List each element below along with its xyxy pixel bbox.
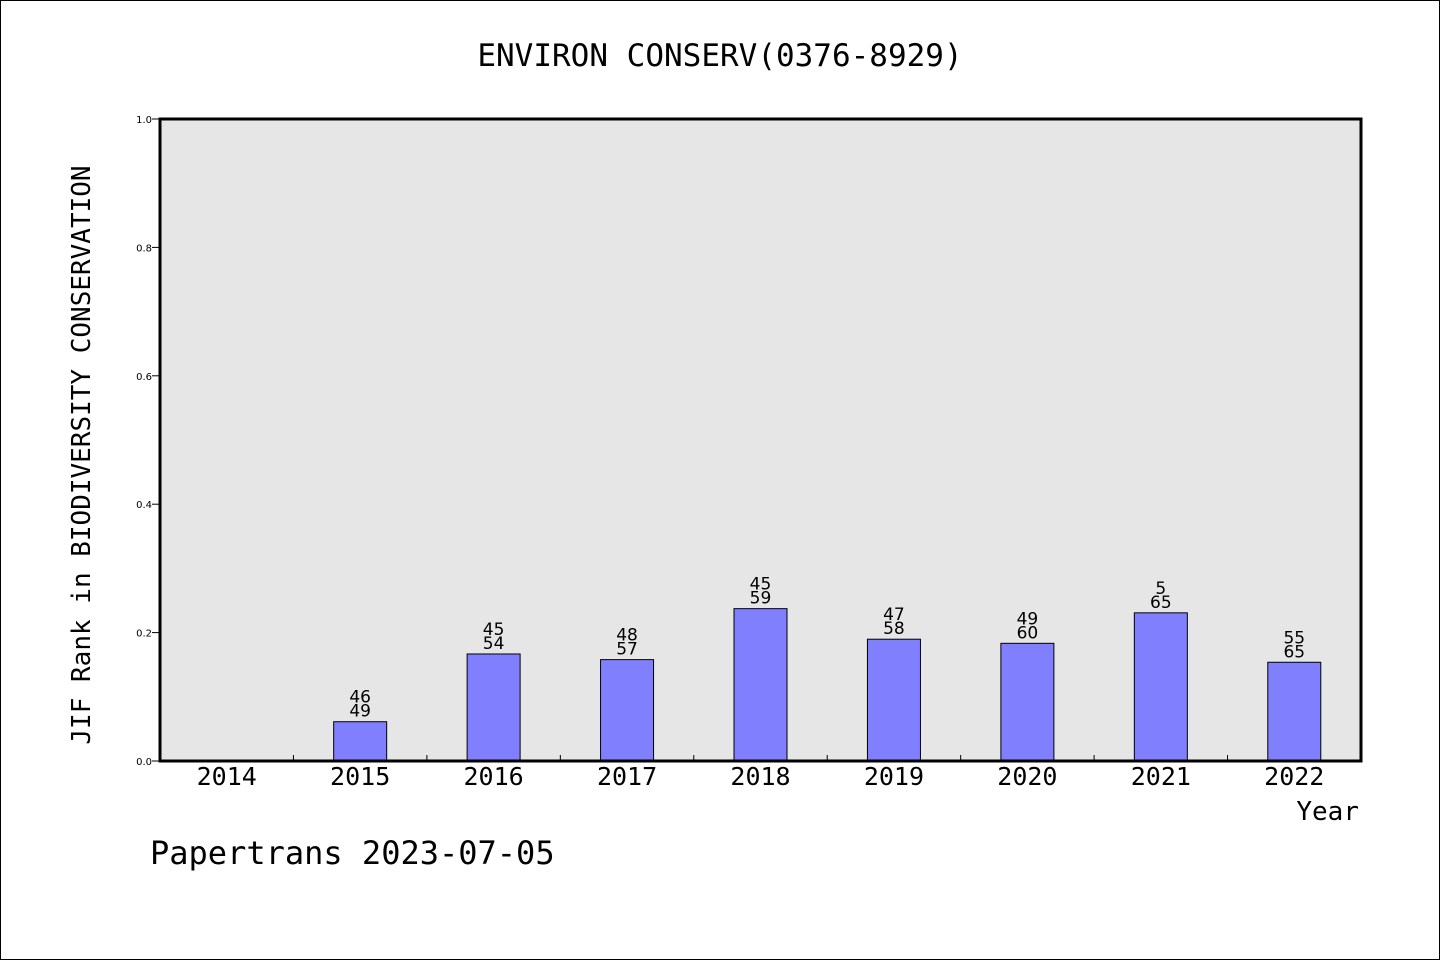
bars xyxy=(333,608,1322,762)
chart-title: ENVIRON CONSERV(0376-8929) xyxy=(477,38,962,74)
bar xyxy=(600,659,655,762)
x-tick-label: 2019 xyxy=(864,762,924,791)
bar xyxy=(733,608,788,762)
y-axis-label: JIF Rank in BIODIVERSITY CONSERVATION xyxy=(67,165,97,744)
bar-label-rank: 45 xyxy=(750,575,772,595)
x-tick-label: 2015 xyxy=(330,762,390,791)
x-axis-label: Year xyxy=(1296,797,1359,827)
y-tick-label: 0.2 xyxy=(136,629,152,640)
bar-label-rank: 48 xyxy=(616,626,638,646)
bar-label-rank: 45 xyxy=(483,620,505,640)
y-tick-label: 0.8 xyxy=(136,243,152,254)
bar-label-total: 65 xyxy=(1150,593,1172,613)
footer-text: Papertrans 2023-07-05 xyxy=(150,834,555,872)
bar-label-total: 49 xyxy=(349,702,371,722)
bar-label-rank: 46 xyxy=(349,688,371,708)
y-ticks: 0.0 0.2 0.4 0.6 0.8 1.0 xyxy=(136,115,160,768)
x-tick-label: 2021 xyxy=(1131,762,1191,791)
bar-label-total: 65 xyxy=(1283,642,1305,662)
y-tick-label: 1.0 xyxy=(136,115,152,126)
x-tick-label: 2020 xyxy=(997,762,1057,791)
bar xyxy=(1133,612,1188,762)
bar-label-rank: 55 xyxy=(1283,628,1305,648)
x-ticks: 2014 2015 2016 2017 2018 2019 2020 2021 2022 xyxy=(197,755,1324,791)
bar xyxy=(1000,642,1055,762)
x-tick-label: 2016 xyxy=(464,762,524,791)
bar xyxy=(466,653,521,762)
bar-label-rank: 5 xyxy=(1155,579,1166,599)
x-tick-label: 2014 xyxy=(197,762,257,791)
bar-label-total: 54 xyxy=(483,634,505,654)
x-tick-label: 2017 xyxy=(597,762,657,791)
bar xyxy=(333,721,388,762)
x-tick-label: 2018 xyxy=(730,762,790,791)
bar-label-rank: 49 xyxy=(1017,609,1039,629)
y-tick-label: 0.4 xyxy=(136,500,152,511)
bar-label-total: 60 xyxy=(1017,623,1039,643)
bar-label-total: 57 xyxy=(616,640,638,660)
bar-label-total: 59 xyxy=(750,589,772,609)
bar xyxy=(1267,661,1322,762)
bar xyxy=(866,638,921,762)
y-tick-label: 0.0 xyxy=(136,757,152,768)
bar-label-rank: 47 xyxy=(883,605,905,625)
y-tick-label: 0.6 xyxy=(136,372,152,383)
bar-label-total: 58 xyxy=(883,619,905,639)
x-tick-label: 2022 xyxy=(1264,762,1324,791)
plot-border xyxy=(158,117,1363,763)
